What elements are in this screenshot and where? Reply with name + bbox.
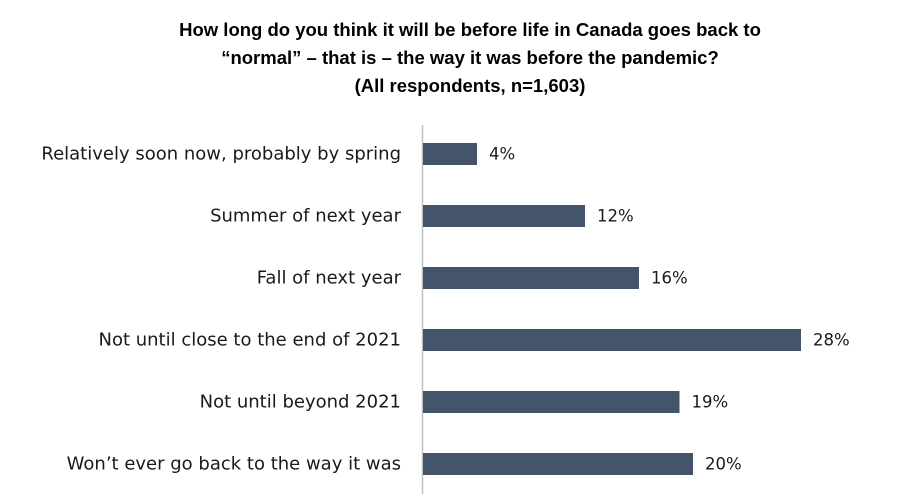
chart-title-line-2: “normal” – that is – the way it was befo… xyxy=(221,47,719,68)
category-label-relatively-soon-now-probably-by-spring: Relatively soon now, probably by spring xyxy=(41,144,401,165)
category-label-not-until-beyond-2021: Not until beyond 2021 xyxy=(200,392,401,413)
bar-fall-of-next-year xyxy=(423,267,639,289)
value-labels: 4% 12% 16% 28% 19% 20% xyxy=(489,145,850,474)
bar-not-until-beyond-2021 xyxy=(423,391,680,413)
bar-relatively-soon-now-probably-by-spring xyxy=(423,143,477,165)
value-label-relatively-soon-now-probably-by-spring: 4% xyxy=(489,145,515,164)
value-label-not-until-beyond-2021: 19% xyxy=(692,393,729,412)
chart-title-line-3: (All respondents, n=1,603) xyxy=(354,75,586,96)
category-label-summer-of-next-year: Summer of next year xyxy=(210,206,402,227)
bar-summer-of-next-year xyxy=(423,205,585,227)
bar-not-until-close-to-the-end-of-2021 xyxy=(423,329,801,351)
value-label-fall-of-next-year: 16% xyxy=(651,269,688,288)
category-label-fall-of-next-year: Fall of next year xyxy=(257,268,402,289)
category-labels: Relatively soon now, probably by spring S… xyxy=(41,144,401,475)
bar-won-t-ever-go-back-to-the-way-it-was xyxy=(423,453,693,475)
value-label-won-t-ever-go-back-to-the-way-it-was: 20% xyxy=(705,455,742,474)
chart-title: How long do you think it will be before … xyxy=(0,16,897,100)
category-label-not-until-close-to-the-end-of-2021: Not until close to the end of 2021 xyxy=(98,330,401,351)
bars xyxy=(423,143,801,475)
value-label-not-until-close-to-the-end-of-2021: 28% xyxy=(813,331,850,350)
category-label-won-t-ever-go-back-to-the-way-it-was: Won’t ever go back to the way it was xyxy=(67,454,401,475)
chart-title-line-1: How long do you think it will be before … xyxy=(179,19,761,40)
value-label-summer-of-next-year: 12% xyxy=(597,207,634,226)
